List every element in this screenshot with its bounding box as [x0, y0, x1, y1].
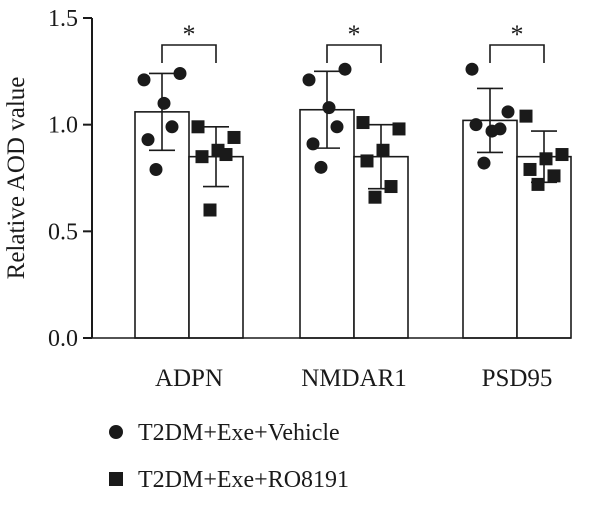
data-point-square — [356, 116, 370, 130]
data-point-square — [384, 180, 398, 194]
y-axis-title: Relative AOD value — [3, 77, 30, 280]
data-point-circle — [137, 73, 151, 87]
legend-label: T2DM+Exe+RO8191 — [138, 467, 349, 493]
data-point-circle — [306, 137, 320, 151]
plot-area: 0.0 0.5 1.0 1.5 ADPN * NMDAR1 * PSD95 * — [48, 6, 572, 392]
data-point-square — [368, 190, 382, 204]
legend: T2DM+Exe+Vehicle T2DM+Exe+RO8191 — [109, 420, 349, 493]
y-tick-label: 1.0 — [48, 113, 78, 139]
data-point-square — [523, 162, 537, 176]
data-point-circle — [302, 73, 316, 87]
significance-star: * — [348, 20, 361, 49]
data-point-square — [539, 152, 553, 166]
data-point-circle — [149, 162, 163, 176]
data-point-circle — [314, 160, 328, 174]
data-point-square — [219, 148, 233, 162]
bar — [462, 119, 518, 339]
significance-bracket — [161, 44, 217, 63]
data-point-circle — [501, 105, 515, 119]
significance-star: * — [183, 20, 196, 49]
data-point-circle — [165, 120, 179, 134]
data-point-square — [519, 109, 533, 123]
data-point-square — [547, 169, 561, 183]
data-point-square — [191, 120, 205, 134]
significance-bracket — [326, 44, 382, 63]
data-point-square — [555, 148, 569, 162]
legend-marker-circle — [109, 425, 123, 439]
significance-bracket — [489, 44, 545, 63]
x-tick-label: NMDAR1 — [301, 365, 407, 392]
significance-star: * — [511, 20, 524, 49]
data-point-circle — [493, 122, 507, 136]
legend-label: T2DM+Exe+Vehicle — [138, 420, 340, 446]
data-point-circle — [322, 101, 336, 115]
data-point-circle — [469, 118, 483, 132]
y-tick-label: 1.5 — [48, 6, 78, 32]
legend-marker-square — [109, 472, 123, 486]
data-point-square — [195, 150, 209, 164]
data-point-circle — [465, 62, 479, 76]
y-tick-label: 0.0 — [48, 326, 78, 352]
y-tick-label: 0.5 — [48, 219, 78, 245]
data-point-square — [531, 177, 545, 191]
data-point-circle — [477, 156, 491, 170]
data-point-circle — [330, 120, 344, 134]
x-tick-label: ADPN — [155, 365, 223, 392]
data-point-circle — [157, 96, 171, 110]
x-tick-label: PSD95 — [482, 365, 553, 392]
data-point-circle — [338, 62, 352, 76]
data-point-square — [392, 122, 406, 136]
data-point-square — [376, 143, 390, 157]
data-point-circle — [173, 66, 187, 80]
data-point-square — [227, 130, 241, 144]
data-point-square — [203, 203, 217, 217]
data-point-square — [360, 154, 374, 168]
data-point-circle — [141, 133, 155, 147]
